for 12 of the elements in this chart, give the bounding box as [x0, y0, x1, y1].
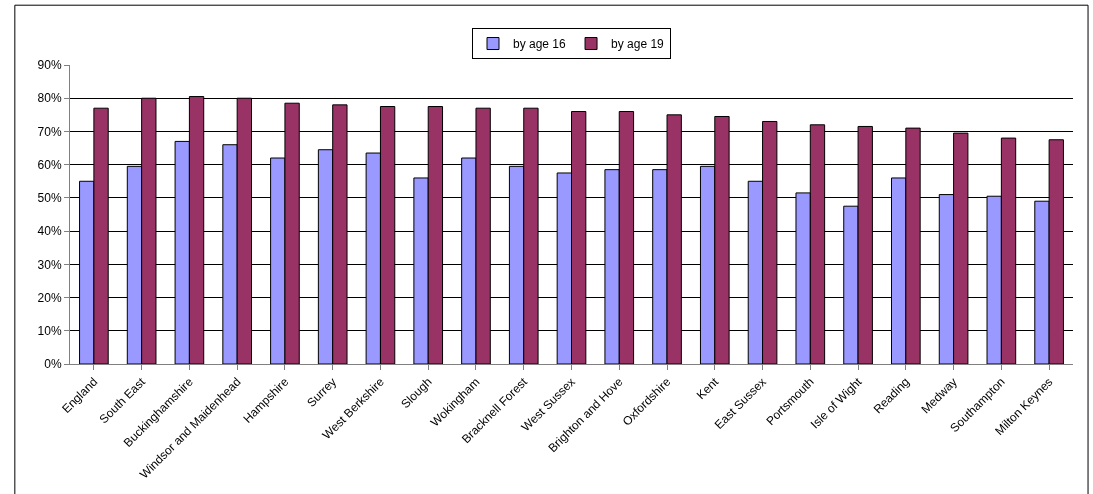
y-tick-label: 20%: [37, 290, 62, 305]
y-tick-label: 50%: [37, 191, 62, 206]
y-tick-label: 0%: [44, 357, 62, 372]
y-tick-label: 10%: [37, 323, 62, 338]
y-tick-label: 40%: [37, 224, 62, 239]
y-tick-label: 60%: [37, 157, 62, 172]
y-tick-label: 30%: [37, 257, 62, 272]
y-tick-label: 90%: [37, 58, 62, 73]
legend-label: by age 19: [611, 37, 665, 52]
legend-label: by age 16: [513, 37, 567, 52]
y-tick-label: 80%: [37, 91, 62, 106]
y-tick-label: 70%: [37, 124, 62, 139]
